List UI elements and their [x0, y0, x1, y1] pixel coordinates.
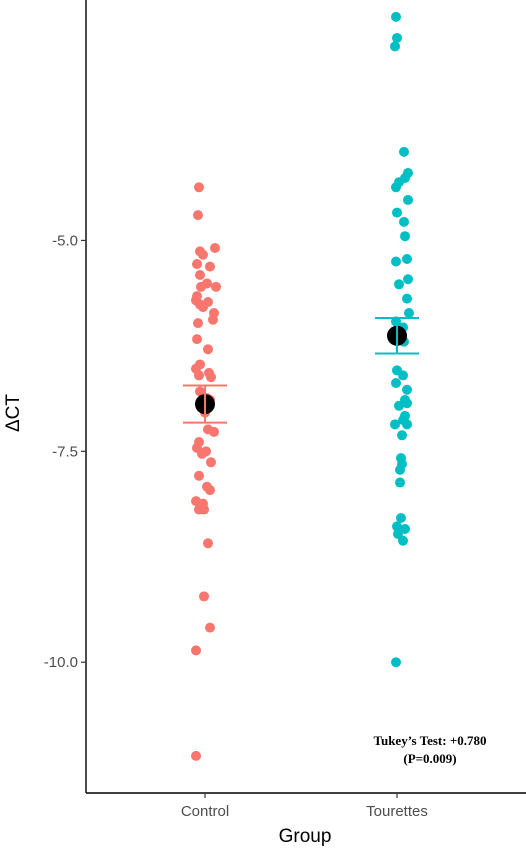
- x-ticks: Control Tourettes: [181, 793, 428, 820]
- data-point: [194, 370, 204, 381]
- data-point: [203, 344, 213, 355]
- data-point: [208, 314, 218, 325]
- y-axis-title: ΔCT: [3, 394, 24, 432]
- data-point: [192, 334, 202, 345]
- data-point: [402, 419, 412, 430]
- data-point: [392, 32, 402, 43]
- data-point: [205, 261, 215, 272]
- data-point: [195, 270, 205, 281]
- annotation-line-1: Tukey’s Test: +0.780: [373, 733, 486, 748]
- data-point: [391, 378, 401, 389]
- data-point: [203, 538, 213, 549]
- data-point: [398, 370, 408, 381]
- data-point: [205, 485, 215, 496]
- data-point: [395, 464, 405, 475]
- data-point: [403, 274, 413, 285]
- data-point: [191, 750, 201, 761]
- data-point: [390, 419, 400, 430]
- data-point: [402, 253, 412, 264]
- data-point: [402, 293, 412, 304]
- data-point: [210, 243, 220, 254]
- data-point: [391, 256, 401, 267]
- data-point: [198, 302, 208, 313]
- data-point: [391, 182, 401, 193]
- y-tick-label: -5.0: [52, 232, 78, 249]
- data-point: [206, 457, 216, 468]
- data-point: [404, 307, 414, 318]
- data-point: [197, 448, 207, 459]
- data-point: [211, 281, 221, 292]
- plot-area: -10.0 -7.5 -5.0 Control Tourettes: [44, 0, 526, 820]
- data-point: [199, 591, 209, 602]
- data-point: [399, 216, 409, 227]
- data-point: [194, 182, 204, 193]
- x-tick-label: Control: [181, 803, 229, 820]
- x-tick-label: Tourettes: [366, 803, 428, 820]
- data-point: [402, 384, 412, 395]
- data-point: [196, 281, 206, 292]
- y-tick-label: -10.0: [44, 654, 78, 671]
- data-point: [193, 318, 203, 329]
- x-axis-title: Group: [279, 826, 332, 847]
- data-point: [399, 146, 409, 157]
- data-point: [191, 645, 201, 656]
- data-point: [195, 386, 205, 397]
- data-point: [392, 207, 402, 218]
- data-point: [398, 535, 408, 546]
- data-point: [392, 521, 402, 532]
- data-point: [400, 523, 410, 534]
- data-point: [198, 249, 208, 260]
- annotation-line-2: (P=0.009): [403, 751, 456, 766]
- data-point: [391, 657, 401, 668]
- data-point: [194, 470, 204, 481]
- data-point: [206, 372, 216, 383]
- data-point: [403, 194, 413, 205]
- data-point: [402, 398, 412, 409]
- y-ticks: -10.0 -7.5 -5.0: [44, 232, 86, 671]
- data-point: [205, 622, 215, 633]
- data-point: [394, 400, 404, 411]
- data-point: [192, 259, 202, 270]
- data-point: [394, 279, 404, 290]
- data-point: [395, 477, 405, 488]
- data-point: [390, 41, 400, 52]
- data-point: [391, 11, 401, 22]
- y-tick-label: -7.5: [52, 443, 78, 460]
- data-point: [193, 210, 203, 221]
- data-point: [209, 426, 219, 437]
- data-point: [400, 231, 410, 242]
- data-point: [397, 430, 407, 441]
- summary-layer: [183, 317, 419, 424]
- data-point: [396, 512, 406, 523]
- data-point: [199, 504, 209, 515]
